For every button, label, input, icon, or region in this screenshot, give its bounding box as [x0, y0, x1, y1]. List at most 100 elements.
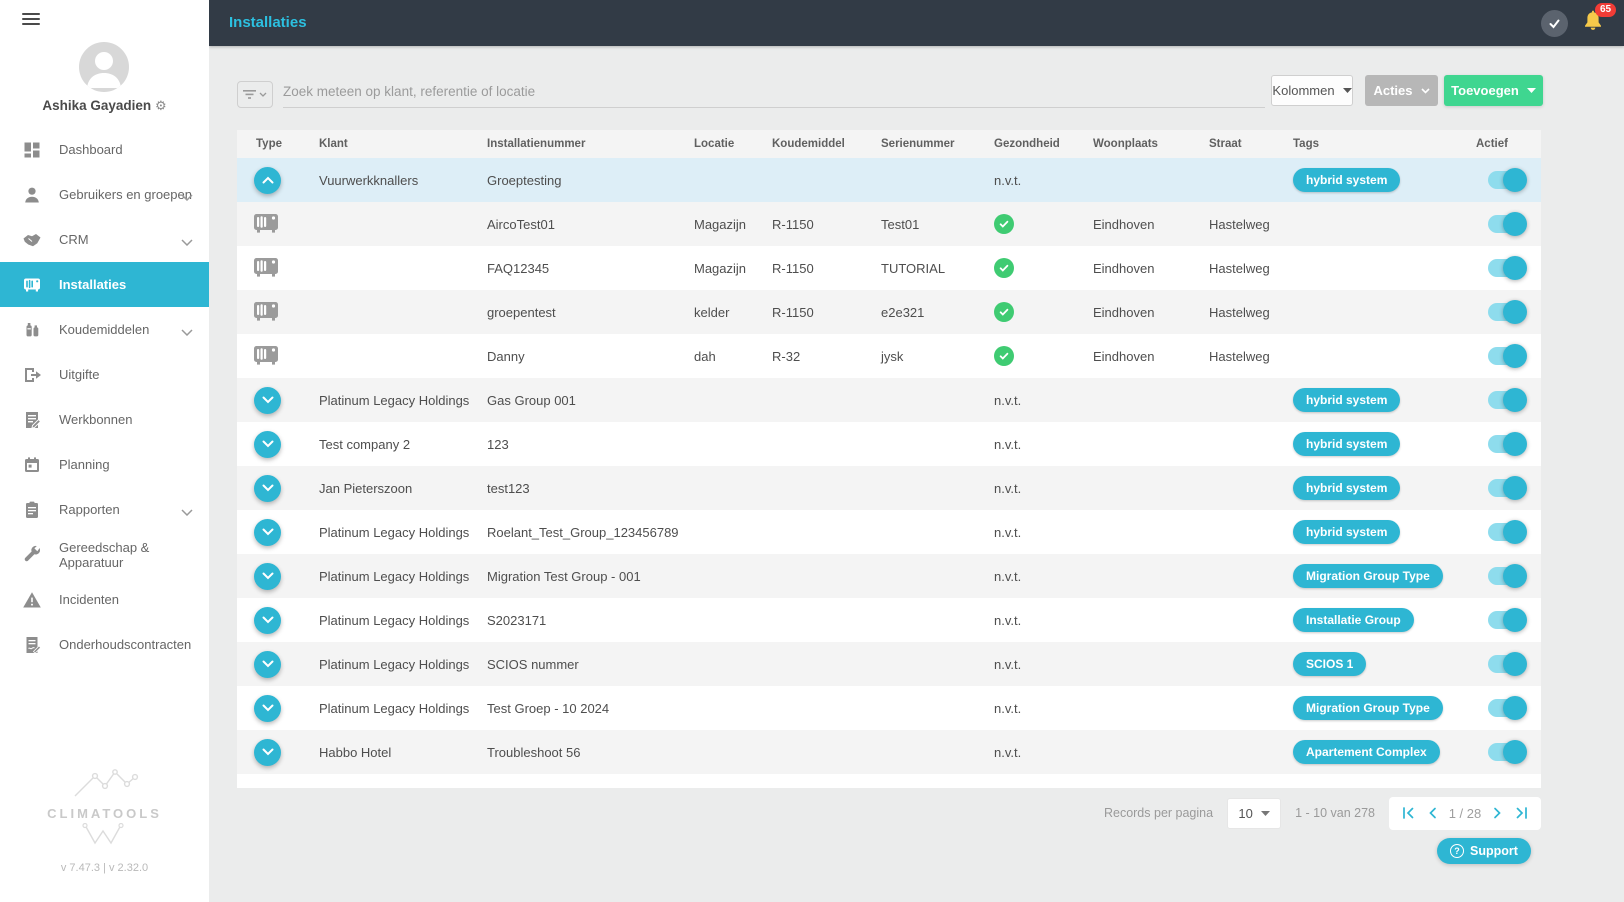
page-title: Installaties	[229, 14, 307, 31]
active-toggle[interactable]	[1488, 608, 1527, 632]
user-settings-gear-icon[interactable]: ⚙	[154, 98, 167, 113]
expand-row-button[interactable]	[254, 430, 281, 458]
table-row[interactable]: Vuurwerkknallers Groeptesting n.v.t. hybrid…	[237, 158, 1541, 202]
expand-row-button[interactable]	[254, 606, 281, 634]
sidebar-item-label: Planning	[59, 457, 110, 472]
column-header-locatie[interactable]: Locatie	[694, 138, 735, 150]
chevron-down-icon	[262, 484, 273, 492]
table-row[interactable]: Platinum Legacy Holdings Gas Group 001 n.v…	[237, 378, 1541, 422]
table-row[interactable]: groepentest kelder R-1150 e2e321 Eindhoven Ha…	[237, 290, 1541, 334]
sidebar-item-label: Uitgifte	[59, 367, 100, 382]
active-toggle[interactable]	[1488, 740, 1527, 764]
tasks-check-button[interactable]	[1541, 10, 1568, 37]
table-header-row: Type Klant Installatienummer Locatie Koudemi…	[237, 130, 1541, 158]
table-row[interactable]: Danny dah R-32 jysk Eindhoven Hastelweg	[237, 334, 1541, 378]
type-cell	[237, 256, 319, 281]
next-page-button[interactable]	[1488, 804, 1506, 822]
active-toggle[interactable]	[1488, 388, 1527, 412]
health-ok-icon	[994, 214, 1014, 234]
gezondheid-cell	[994, 346, 1093, 366]
toevoegen-button[interactable]: Toevoegen	[1444, 75, 1543, 106]
expand-row-button[interactable]	[254, 650, 281, 678]
column-header-type[interactable]: Type	[256, 138, 282, 150]
expand-row-button[interactable]	[254, 386, 281, 414]
report-icon	[22, 500, 42, 520]
sidebar-item-installaties[interactable]: Installaties	[0, 262, 209, 307]
expand-row-button[interactable]	[254, 518, 281, 546]
ac-unit-icon	[253, 212, 279, 234]
previous-page-button[interactable]	[1424, 804, 1442, 822]
kolommen-button[interactable]: Kolommen	[1271, 75, 1353, 106]
tag-pill: hybrid system	[1293, 520, 1401, 544]
table-row[interactable]: Habbo Hotel Troubleshoot 56 n.v.t. Aparteme…	[237, 730, 1541, 774]
acties-button[interactable]: Acties	[1365, 75, 1438, 106]
records-per-page-label: Records per pagina	[1103, 806, 1214, 820]
active-toggle[interactable]	[1488, 476, 1527, 500]
table-row[interactable]: Platinum Legacy Holdings Test Groep - 10 …	[237, 686, 1541, 730]
avatar[interactable]	[79, 42, 129, 92]
table-row[interactable]: Test company 2 123 n.v.t. hybrid system	[237, 422, 1541, 466]
support-button[interactable]: ? Support	[1437, 838, 1531, 864]
sidebar-item-incidenten[interactable]: Incidenten	[0, 577, 209, 622]
installatienummer-cell: Test Groep - 10 2024	[487, 700, 610, 716]
active-toggle[interactable]	[1488, 168, 1527, 192]
logo-zigzag-bottom-icon	[81, 822, 124, 845]
column-header-koudemiddel[interactable]: Koudemiddel	[772, 138, 845, 150]
column-header-tags[interactable]: Tags	[1293, 138, 1319, 150]
expand-row-button[interactable]	[254, 738, 281, 766]
expand-row-button[interactable]	[254, 562, 281, 590]
active-toggle[interactable]	[1488, 300, 1527, 324]
column-header-actief[interactable]: Actief	[1476, 138, 1508, 150]
column-header-straat[interactable]: Straat	[1209, 138, 1242, 150]
warning-icon	[22, 590, 42, 610]
woonplaats-cell: Eindhoven	[1093, 348, 1155, 364]
table-row[interactable]: Platinum Legacy Holdings Migration Test G…	[237, 554, 1541, 598]
koudemiddel-cell: R-1150	[772, 304, 814, 320]
sidebar-item-koudemiddelen[interactable]: Koudemiddelen	[0, 307, 209, 352]
last-page-button[interactable]	[1513, 804, 1531, 822]
sidebar-item-crm[interactable]: CRM	[0, 217, 209, 262]
table-row[interactable]: FAQ12345 Magazijn R-1150 TUTORIAL Eindhoven H…	[237, 246, 1541, 290]
column-header-installatienummer[interactable]: Installatienummer	[487, 138, 586, 150]
actief-cell	[1476, 388, 1541, 412]
filter-button[interactable]	[237, 81, 273, 108]
search-input[interactable]	[283, 76, 1265, 108]
active-toggle[interactable]	[1488, 212, 1527, 236]
tag-pill: Migration Group Type	[1293, 696, 1443, 720]
sidebar-item-rapporten[interactable]: Rapporten	[0, 487, 209, 532]
active-toggle[interactable]	[1488, 344, 1527, 368]
active-toggle[interactable]	[1488, 520, 1527, 544]
first-page-button[interactable]	[1399, 804, 1417, 822]
hamburger-menu-icon[interactable]	[22, 13, 40, 27]
notifications-button[interactable]: 65	[1581, 3, 1616, 39]
sidebar-item-dashboard[interactable]: Dashboard	[0, 127, 209, 172]
user-name: Ashika Gayadien	[42, 98, 152, 113]
collapse-row-button[interactable]	[254, 166, 281, 194]
table-row[interactable]: Platinum Legacy Holdings Roelant_Test_Gro…	[237, 510, 1541, 554]
page-size-select[interactable]: 10	[1227, 797, 1282, 829]
active-toggle[interactable]	[1488, 652, 1527, 676]
expand-row-button[interactable]	[254, 694, 281, 722]
sidebar-item-werkbonnen[interactable]: Werkbonnen	[0, 397, 209, 442]
table-row[interactable]: AircoTest01 Magazijn R-1150 Test01 Eindhoven…	[237, 202, 1541, 246]
column-header-serienummer[interactable]: Serienummer	[881, 138, 955, 150]
active-toggle[interactable]	[1488, 256, 1527, 280]
sidebar-item-onderhoudscontracten[interactable]: Onderhoudscontracten	[0, 622, 209, 667]
sidebar-item-uitgifte[interactable]: Uitgifte	[0, 352, 209, 397]
active-toggle[interactable]	[1488, 432, 1527, 456]
column-header-woonplaats[interactable]: Woonplaats	[1093, 138, 1158, 150]
sidebar-item-gereedschap-apparatuur[interactable]: Gereedschap & Apparatuur	[0, 532, 209, 577]
expand-row-button[interactable]	[254, 474, 281, 502]
table-row[interactable]: Platinum Legacy Holdings SCIOS nummer n.v.…	[237, 642, 1541, 686]
chevron-down-icon	[262, 572, 273, 580]
active-toggle[interactable]	[1488, 564, 1527, 588]
tags-cell: hybrid system	[1293, 432, 1476, 456]
sidebar-item-gebruikers-en-groepen[interactable]: Gebruikers en groepen	[0, 172, 209, 217]
sidebar-item-planning[interactable]: Planning	[0, 442, 209, 487]
table-row[interactable]: Platinum Legacy Holdings S2023171 n.v.t. In…	[237, 598, 1541, 642]
active-toggle[interactable]	[1488, 696, 1527, 720]
table-row[interactable]: Jan Pieterszoon test123 n.v.t. hybrid syste…	[237, 466, 1541, 510]
column-header-klant[interactable]: Klant	[319, 138, 348, 150]
toggle-knob	[1503, 432, 1527, 456]
column-header-gezondheid[interactable]: Gezondheid	[994, 138, 1060, 150]
